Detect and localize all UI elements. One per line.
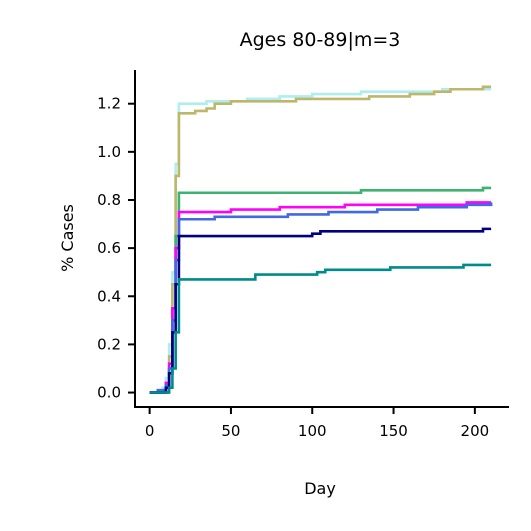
x-axis-label: Day: [304, 479, 336, 498]
y-tick-label: 0.6: [97, 239, 121, 257]
y-tick-label: 0.0: [97, 384, 121, 402]
chart-title: Ages 80-89|m=3: [240, 29, 401, 51]
y-axis-label: % Cases: [58, 204, 77, 272]
y-tick-label: 0.4: [97, 287, 121, 305]
series-line-7: [149, 263, 492, 394]
y-tick-label: 1.0: [97, 143, 121, 161]
y-tick-label: 0.8: [97, 191, 121, 209]
x-tick-label: 150: [379, 422, 408, 440]
series-line-5: [149, 202, 493, 394]
x-tick-label: 50: [221, 422, 240, 440]
series-line-1: [149, 87, 492, 394]
series-line-6: [149, 227, 492, 394]
y-tick-label: 0.2: [97, 335, 121, 353]
axes: [134, 70, 509, 408]
x-tick-label: 200: [461, 422, 490, 440]
y-tick-label: 1.2: [97, 95, 121, 113]
ticks: 0 50 100 150 200 0.0 0.2 0.4 0.6 0.8 1.0 1.2: [97, 95, 489, 440]
series-layer: [149, 85, 493, 394]
series-line-2: [149, 85, 492, 394]
x-tick-label: 100: [298, 422, 327, 440]
x-tick-label: 0: [145, 422, 155, 440]
